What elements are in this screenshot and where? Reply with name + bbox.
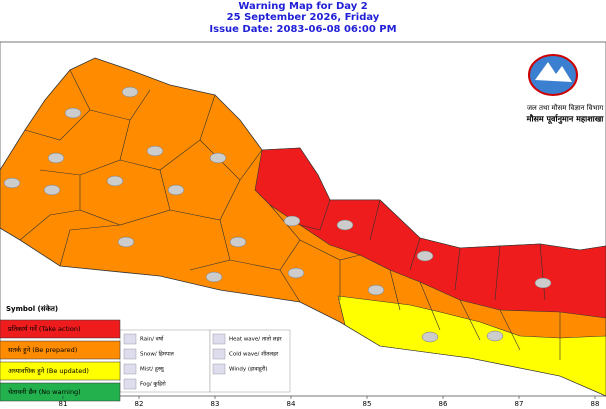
longitude-label: 81 [59, 400, 68, 408]
rain-icons [3, 86, 552, 343]
legend: Symbol (संकेत) प्रतिकार्य गर्ने (Take ac… [0, 304, 291, 402]
symbol-label: Cold wave/ शीतलहर [229, 351, 279, 358]
symbol-icon [212, 333, 226, 345]
legend-label: चेतावनी छैन (No warning) [8, 388, 81, 396]
map-title: Warning Map for Day 2 [238, 1, 367, 12]
symbol-label: Fog/ कुहिरो [140, 381, 166, 388]
longitude-label: 85 [363, 400, 372, 408]
symbol-icon [123, 348, 137, 360]
longitude-label: 87 [515, 400, 524, 408]
symbol-label: Heat wave/ तातो लहर [229, 336, 282, 343]
legend-swatch [0, 340, 121, 360]
symbol-label: Windy (हावाहुरी) [229, 366, 268, 373]
symbol-icon [212, 348, 226, 360]
longitude-label: 88 [591, 400, 600, 408]
symbol-icon [123, 378, 137, 390]
legend-swatch [0, 319, 121, 339]
longitude-label: 86 [439, 400, 448, 408]
legend-label: प्रतिकार्य गर्ने (Take action) [8, 325, 81, 333]
longitude-label: 82 [135, 400, 144, 408]
legend-title: Symbol (संकेत) [6, 304, 58, 313]
longitude-label: 83 [211, 400, 220, 408]
symbol-label: Mist/ हुस्सु [140, 367, 165, 373]
symbol-label: Snow/ हिमपात [140, 351, 175, 358]
logo-line2: मौसम पूर्वानुमान महाशाखा [526, 114, 605, 125]
legend-swatch [0, 382, 121, 402]
logo-mountain [535, 62, 572, 82]
district-lines [19, 69, 561, 360]
symbol-icon [123, 333, 137, 345]
legend-label: अध्यावधिक हुने (Be updated) [8, 367, 89, 376]
symbol-icon [123, 363, 137, 375]
map-frame [0, 41, 606, 397]
region-take-action [254, 147, 606, 319]
nepal-map [0, 57, 606, 397]
logo: जल तथा मौसम विज्ञान विभाग मौसम पूर्वानुम… [526, 54, 605, 125]
longitude-label: 84 [287, 400, 296, 408]
logo-line1: जल तथा मौसम विज्ञान विभाग [527, 103, 604, 112]
map-date: 25 September 2026, Friday [227, 12, 380, 23]
legend-swatch [0, 361, 121, 381]
symbol-icon [212, 363, 226, 375]
legend-label: सतर्क हुने (Be prepared) [8, 346, 77, 355]
symbol-label: Rain/ वर्षा [140, 336, 164, 343]
issue-date: Issue Date: 2083-06-08 06:00 PM [209, 24, 396, 35]
region-be-updated [337, 295, 606, 397]
